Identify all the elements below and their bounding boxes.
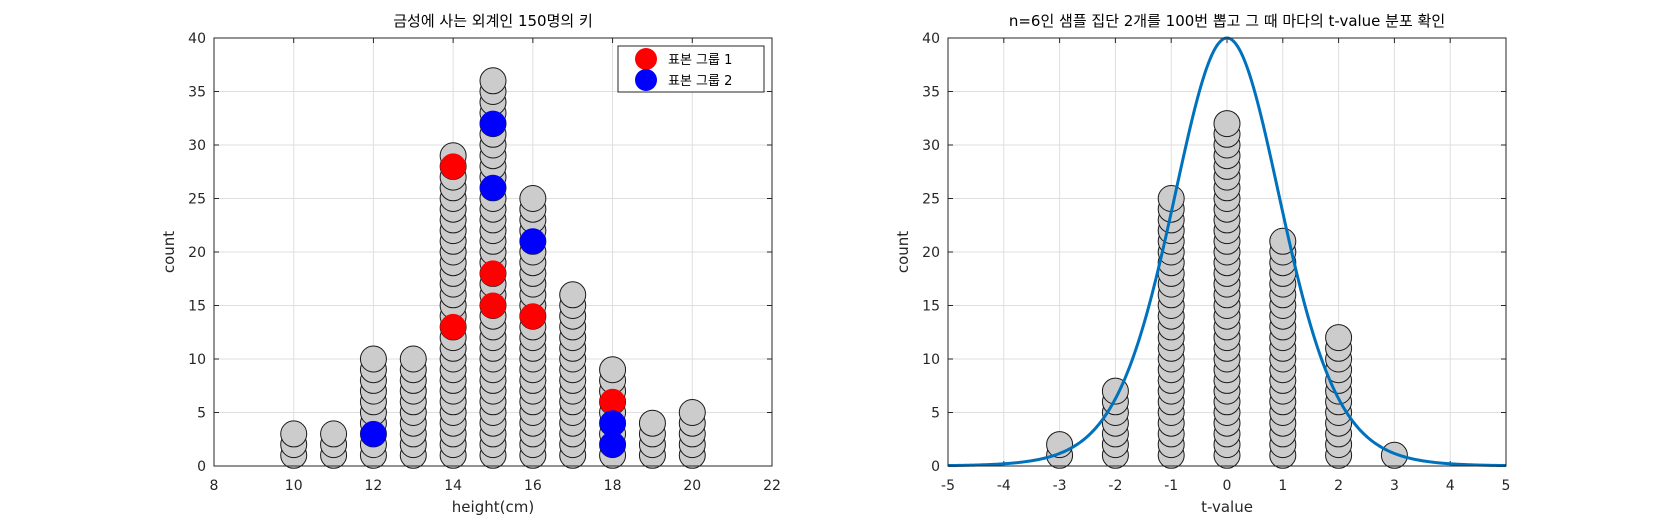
x-tick-label: -3	[1053, 478, 1067, 494]
x-tick-label: 0	[1223, 478, 1232, 494]
y-tick-label: 20	[922, 245, 940, 261]
sample-dot	[599, 388, 626, 415]
y-tick-label: 25	[188, 192, 206, 208]
stack-dot	[559, 281, 587, 309]
y-tick-label: 40	[188, 31, 206, 47]
y-tick-label: 30	[188, 138, 206, 154]
sample-dot	[519, 303, 546, 330]
x-axis-label: t-value	[1201, 498, 1253, 516]
sample-dot	[599, 410, 626, 437]
stack-dot	[359, 345, 387, 373]
y-tick-label: 25	[922, 192, 940, 208]
y-tick-label: 10	[188, 352, 206, 368]
sample-dot	[599, 431, 626, 458]
y-tick-label: 40	[922, 31, 940, 47]
stack-dot	[599, 356, 627, 384]
x-tick-label: 4	[1446, 478, 1455, 494]
sample-dot	[440, 313, 467, 340]
x-tick-label: 12	[365, 478, 383, 494]
y-tick-label: 35	[188, 85, 206, 101]
x-tick-label: 18	[604, 478, 622, 494]
x-tick-label: 16	[524, 478, 542, 494]
x-tick-label: -2	[1108, 478, 1122, 494]
right-chart: -5 -4 -3 -2 -1 0 1 2 3 4 5 0 5 10 15 20 25 30 35 40 n=6인 샘플 …	[894, 12, 1510, 516]
sample-dot	[440, 153, 467, 180]
x-tick-label: 14	[444, 478, 462, 494]
stack-dot	[1380, 441, 1408, 469]
y-tick-label: 5	[197, 406, 206, 422]
y-tick-label: 20	[188, 245, 206, 261]
sample-dot	[480, 292, 506, 319]
x-tick-label: 10	[285, 478, 303, 494]
sample-dot	[480, 110, 506, 137]
legend-marker	[635, 69, 657, 91]
stack-dot	[678, 399, 706, 426]
y-tick-label: 5	[931, 406, 940, 422]
stack-dot	[399, 345, 427, 373]
axes-box	[213, 37, 773, 467]
y-tick-label: 30	[922, 138, 940, 154]
axes-box	[947, 37, 1507, 467]
stack-dot	[519, 185, 547, 212]
stack-dot	[1213, 110, 1241, 138]
y-tick-label: 10	[922, 352, 940, 368]
chart-title: 금성에 사는 외계인 150명의 키	[393, 12, 593, 30]
left-chart: 8 10 12 14 16 18 20 22 0 5 10 15 20 25 30 35 40 금성에 사는 외계…	[160, 12, 781, 516]
y-axis-label: count	[160, 231, 178, 273]
stack-dot	[280, 420, 308, 448]
stack-dot	[479, 67, 507, 95]
stack-dot	[320, 420, 348, 448]
legend-marker	[635, 48, 657, 70]
stack-dot	[1325, 324, 1353, 352]
y-tick-label: 0	[197, 459, 206, 475]
y-axis-label: count	[894, 231, 912, 273]
x-tick-label: -4	[997, 478, 1011, 494]
x-tick-label: -5	[941, 478, 955, 494]
x-tick-label: 8	[210, 478, 219, 494]
x-axis-label: height(cm)	[452, 498, 534, 516]
x-tick-label: 1	[1278, 478, 1287, 494]
legend-label: 표본 그룹 2	[668, 74, 732, 89]
legend-label: 표본 그룹 1	[668, 53, 732, 68]
x-tick-label: 2	[1334, 478, 1343, 494]
legend: 표본 그룹 1 표본 그룹 2	[617, 45, 765, 93]
x-tick-label: -1	[1164, 478, 1178, 494]
y-tick-label: 0	[931, 459, 940, 475]
x-tick-label: 22	[763, 478, 781, 494]
y-tick-label: 35	[922, 85, 940, 101]
x-tick-label: 3	[1390, 478, 1399, 494]
x-tick-label: 5	[1502, 478, 1511, 494]
sample-dot	[480, 260, 506, 287]
sample-dot	[480, 174, 506, 201]
x-tick-label: 20	[683, 478, 701, 494]
sample-dot	[519, 228, 546, 255]
sample-dot	[360, 420, 387, 447]
y-tick-label: 15	[188, 299, 206, 315]
stack-dot	[638, 409, 666, 437]
chart-title: n=6인 샘플 집단 2개를 100번 뽑고 그 때 마다의 t-value 분…	[1009, 12, 1445, 30]
y-tick-label: 15	[922, 299, 940, 315]
